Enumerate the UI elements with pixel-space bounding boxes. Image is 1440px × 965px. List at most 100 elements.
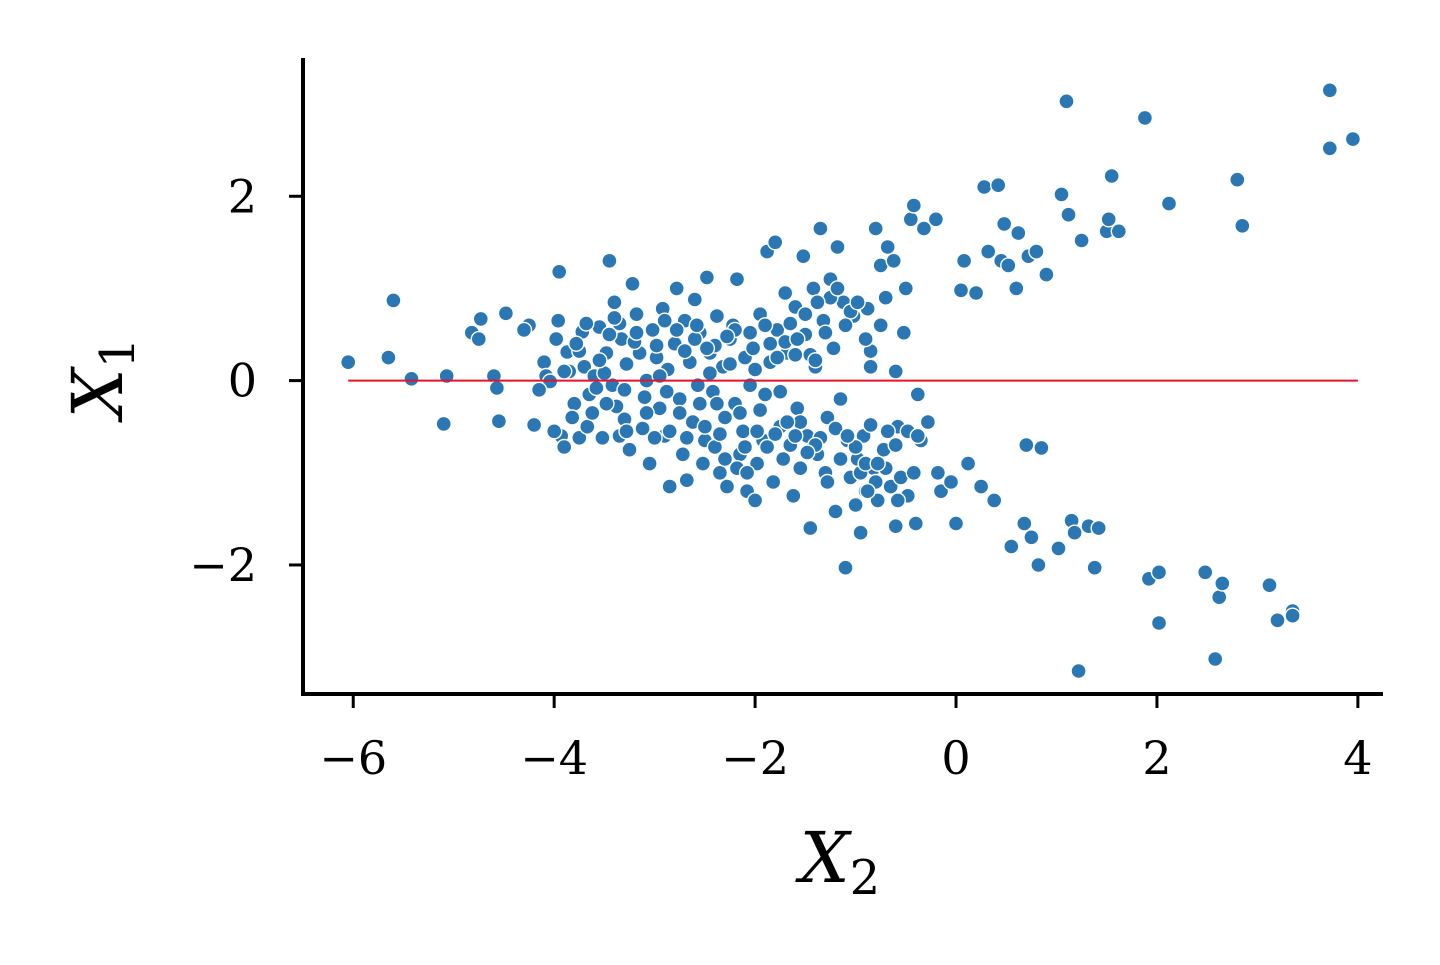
data-point — [1214, 575, 1231, 592]
data-point — [869, 455, 886, 472]
data-point — [340, 354, 357, 371]
data-point — [1070, 662, 1087, 680]
data-point — [1136, 109, 1154, 127]
data-point — [578, 315, 595, 332]
data-point — [847, 438, 864, 456]
data-point — [644, 321, 661, 339]
data-point — [1206, 650, 1224, 668]
data-point — [767, 425, 784, 443]
data-point — [688, 317, 705, 334]
data-point — [887, 436, 904, 454]
data-point — [867, 220, 884, 237]
data-point — [601, 252, 618, 269]
data-point — [403, 370, 420, 387]
data-point — [947, 515, 965, 532]
x-axis-label: X2 — [795, 817, 880, 906]
data-point — [885, 252, 902, 269]
data-point — [986, 492, 1003, 509]
data-point — [909, 386, 926, 403]
data-point — [708, 307, 726, 325]
data-point — [1038, 266, 1055, 283]
data-point — [879, 238, 896, 256]
data-point — [711, 464, 729, 481]
data-point — [1028, 243, 1045, 260]
data-point — [744, 340, 762, 357]
data-point — [638, 404, 655, 422]
data-point — [807, 352, 824, 369]
data-point — [656, 312, 673, 329]
data-point — [769, 349, 786, 366]
data-point — [905, 197, 922, 214]
data-point — [648, 337, 665, 354]
data-point — [591, 352, 608, 369]
data-point — [385, 292, 402, 309]
data-point — [525, 416, 543, 434]
data-point — [636, 389, 653, 406]
data-point — [879, 423, 896, 440]
data-point — [1010, 224, 1027, 242]
data-point — [777, 284, 794, 302]
data-point — [772, 383, 789, 400]
data-point — [915, 220, 933, 237]
data-point — [668, 280, 685, 297]
data-point — [980, 243, 997, 260]
data-point — [789, 400, 806, 417]
data-point — [797, 306, 814, 323]
data-point — [895, 324, 912, 341]
data-point — [792, 460, 809, 477]
data-point — [857, 330, 874, 348]
data-point — [701, 365, 719, 382]
data-point — [1023, 529, 1040, 546]
data-point — [990, 176, 1007, 194]
data-point — [889, 492, 906, 509]
data-point — [1103, 167, 1120, 185]
data-point — [628, 306, 645, 323]
data-point — [1110, 223, 1128, 240]
data-point — [546, 423, 563, 440]
data-point — [852, 524, 869, 541]
data-point — [1008, 280, 1025, 297]
data-points — [340, 82, 1362, 680]
data-point — [829, 238, 846, 256]
y-axis-label: X1 — [57, 338, 146, 423]
data-point — [907, 515, 924, 532]
data-point — [634, 420, 651, 437]
data-point — [758, 438, 776, 456]
data-point — [919, 413, 937, 431]
data-point — [556, 363, 573, 380]
data-point — [1000, 257, 1017, 274]
data-point — [839, 427, 856, 445]
data-point — [832, 450, 849, 468]
data-point — [661, 423, 678, 440]
x-tick-label: −6 — [319, 731, 387, 785]
data-point — [1016, 515, 1033, 532]
data-point — [616, 381, 633, 398]
data-point — [671, 404, 688, 422]
data-point — [751, 401, 769, 419]
data-point — [748, 455, 766, 472]
data-point — [897, 280, 914, 297]
data-point — [435, 415, 452, 433]
data-point — [746, 492, 764, 509]
data-point — [882, 478, 899, 495]
x-tick-label: −2 — [721, 731, 789, 785]
data-point — [779, 413, 796, 431]
data-point — [1234, 217, 1251, 235]
data-point — [551, 263, 568, 280]
data-point — [789, 330, 806, 348]
data-point — [678, 472, 695, 489]
data-point — [708, 395, 726, 412]
data-point — [515, 321, 533, 339]
data-point — [721, 355, 739, 373]
data-point — [1050, 540, 1067, 557]
data-point — [976, 178, 993, 196]
data-point — [905, 464, 922, 481]
data-point — [1033, 439, 1050, 457]
data-point — [849, 294, 866, 311]
data-point — [550, 312, 567, 329]
data-point — [775, 450, 792, 468]
data-point — [967, 284, 985, 302]
x-tick-label: 4 — [1343, 731, 1372, 785]
